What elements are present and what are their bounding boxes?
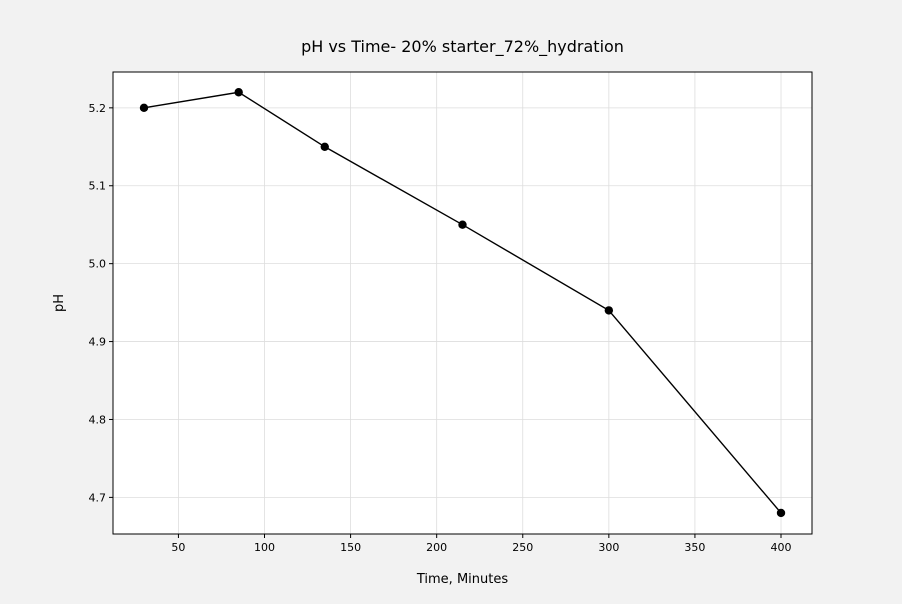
ticks: 50 100 150 200 250 300 350 400 4.7 4.8 4.9 5.0 5.1 5.…: [89, 102, 792, 554]
x-tick-label: 250: [512, 541, 533, 554]
data-point: [458, 220, 467, 229]
y-tick-label: 4.8: [89, 413, 107, 426]
y-tick-label: 4.9: [89, 336, 107, 349]
data-point: [320, 142, 329, 151]
x-tick-label: 300: [598, 541, 619, 554]
data-point: [776, 508, 786, 518]
plot-frame: [112, 71, 813, 535]
series-layer: [139, 88, 786, 518]
x-tick-label: 400: [771, 541, 792, 554]
x-tick-label: 200: [426, 541, 447, 554]
x-tick-label: 50: [171, 541, 185, 554]
x-axis-label: Time, Minutes: [416, 572, 508, 587]
y-tick-label: 5.1: [89, 180, 107, 193]
plot-area: [113, 72, 812, 534]
series-line: [143, 91, 782, 514]
chart-title: pH vs Time- 20% starter_72%_hydration: [301, 37, 624, 57]
data-point: [234, 88, 243, 97]
x-tick-label: 100: [254, 541, 275, 554]
y-axis-label: pH: [52, 294, 67, 312]
y-tick-label: 5.2: [89, 102, 107, 115]
data-point: [604, 306, 614, 315]
x-tick-label: 350: [684, 541, 705, 554]
grid: [113, 72, 812, 534]
y-tick-label: 4.7: [89, 491, 107, 504]
data-point: [139, 103, 149, 113]
y-tick-label: 5.0: [89, 258, 107, 271]
x-tick-label: 150: [340, 541, 361, 554]
